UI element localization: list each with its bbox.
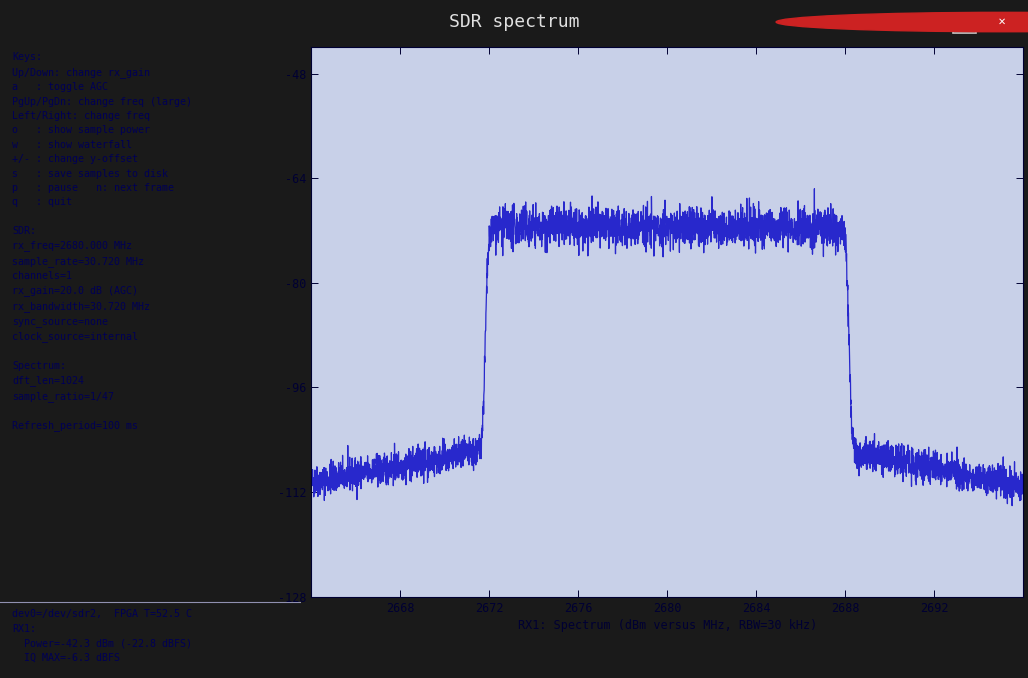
X-axis label: RX1: Spectrum (dBm versus MHz, RBW=30 kHz): RX1: Spectrum (dBm versus MHz, RBW=30 kH…	[517, 618, 817, 632]
Text: SDR spectrum: SDR spectrum	[449, 13, 579, 31]
Text: Keys:
Up/Down: change rx_gain
a   : toggle AGC
PgUp/PgDn: change freq (large)
Le: Keys: Up/Down: change rx_gain a : toggle…	[12, 52, 192, 431]
Circle shape	[776, 12, 1028, 32]
Text: ✕: ✕	[998, 17, 1006, 27]
Text: dev0=/dev/sdr2,  FPGA T=52.5 C
RX1:
  Power=-42.3 dBm (-22.8 dBFS)
  IQ MAX=-6.3: dev0=/dev/sdr2, FPGA T=52.5 C RX1: Power…	[12, 610, 192, 662]
Text: ─: ─	[913, 14, 921, 28]
